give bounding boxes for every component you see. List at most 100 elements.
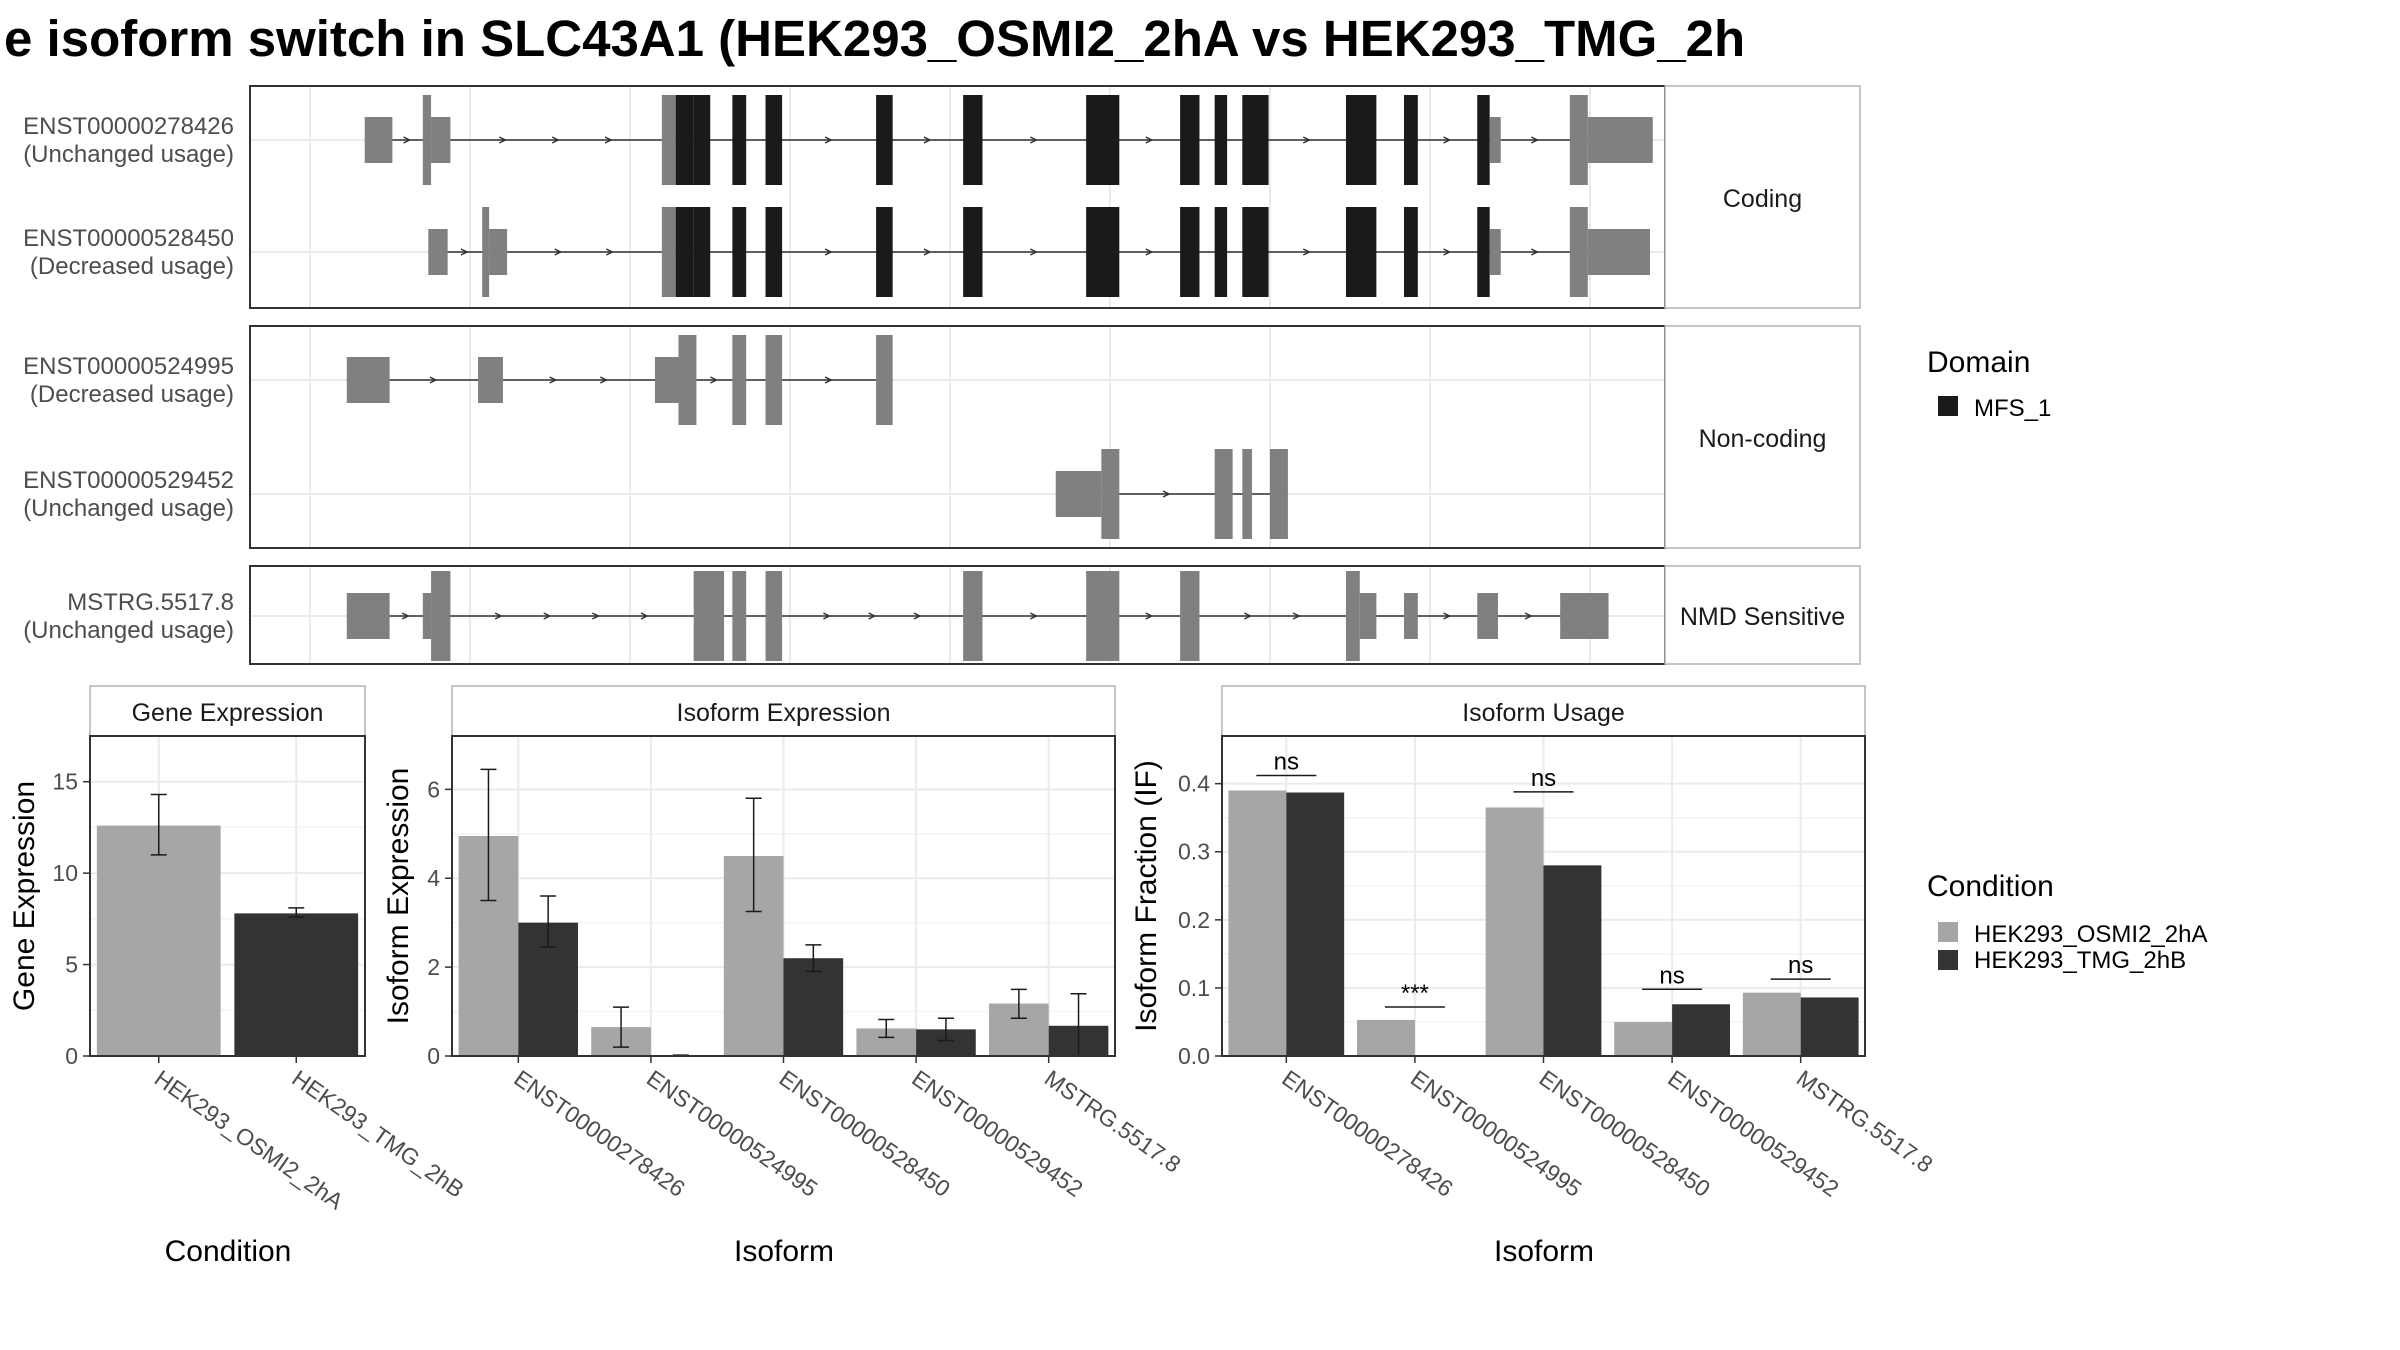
intron-arrow [401,612,410,620]
exon [1569,95,1588,185]
figure-title: e isoform switch in SLC43A1 (HEK293_OSMI… [4,10,1745,67]
domain-exon [1214,207,1228,297]
transcript-usage: (Unchanged usage) [23,617,234,644]
exon [654,357,679,403]
exon [693,571,725,661]
exon [1477,593,1498,639]
domain-exon [876,95,893,185]
intron-arrow [1443,136,1452,144]
condition-legend-title: Condition [1927,870,2054,903]
intron-arrow [1302,136,1311,144]
domain-legend-label: MFS_1 [1974,395,2051,422]
exon [732,571,747,661]
domain-exon [1345,207,1377,297]
y-axis-title: Isoform Expression [382,768,415,1025]
exon [1560,593,1609,639]
intron-arrow [1443,248,1452,256]
domain-exon [1086,207,1120,297]
facet-strip [1221,685,1866,737]
bar [96,825,221,1056]
intron-arrow [868,612,877,620]
exon [1242,449,1252,539]
intron-arrow [923,136,932,144]
intron-arrow [460,248,469,256]
exon [346,593,390,639]
transcript-id: ENST00000528450 [23,225,234,252]
bar [1357,1019,1415,1056]
bar-charts: Gene Expression051015HEK293_OSMI2_2hAHEK… [8,685,1938,1268]
bar [1485,807,1544,1056]
exon [1345,571,1360,661]
intron-arrow [498,136,507,144]
exon [364,117,393,163]
intron-arrow [1243,612,1252,620]
domain-exon [675,207,694,297]
y-tick-label: 15 [52,769,78,795]
intron-arrow [1145,612,1154,620]
y-tick-label: 5 [65,952,78,978]
intron-arrow [640,612,649,620]
domain-legend-title: Domain [1927,346,2030,379]
transcript-usage: (Decreased usage) [30,253,234,280]
structure-strip [1664,85,1861,309]
transcript-id: MSTRG.5517.8 [67,589,234,616]
domain-exon [693,95,711,185]
domain-exon [1214,95,1228,185]
intron-arrow [1302,248,1311,256]
significance-label: ns [1274,748,1299,775]
exon [1086,571,1120,661]
exon [678,335,697,425]
significance-label: ns [1659,962,1684,989]
intron-arrow [599,376,608,384]
domain-exon [765,95,783,185]
facet-strip-title: Isoform Usage [1462,699,1625,727]
exon [478,357,503,403]
y-tick-label: 0.4 [1178,771,1210,797]
intron-arrow [1145,248,1154,256]
exon [1055,471,1102,517]
domain-exon [1180,95,1200,185]
y-tick-label: 2 [427,954,440,980]
domain-exon [876,207,893,297]
transcript-label: MSTRG.5517.8 (Unchanged usage) [23,589,234,644]
exon [422,593,432,639]
intron-arrow [551,136,560,144]
domain-exon [693,207,711,297]
x-axis-title: Condition [165,1235,292,1268]
exon [1269,449,1288,539]
intron-arrow [1029,612,1038,620]
condition-legend-key [1938,922,1958,942]
transcript-label: ENST00000529452 (Unchanged usage) [23,467,234,522]
intron-arrow [604,136,613,144]
intron-arrow [1292,612,1301,620]
exon [661,207,676,297]
intron-arrow [824,376,833,384]
condition-legend-label: HEK293_OSMI2_2hA [1974,921,2207,948]
significance-label: *** [1401,980,1429,1007]
intron-arrow [1029,136,1038,144]
intron-arrow [1530,136,1539,144]
exon [422,95,432,185]
bar [783,958,844,1056]
exon [732,335,747,425]
structure-strip [1664,325,1861,549]
domain-exon [963,207,983,297]
transcript-usage: (Unchanged usage) [23,141,234,168]
exon [431,117,451,163]
exon [1404,593,1418,639]
domain-exon [1404,207,1418,297]
domain-exon [1242,95,1269,185]
intron-arrow [494,612,503,620]
intron-arrow [554,248,563,256]
x-axis-title: Isoform [1494,1235,1594,1268]
condition-legend-label: HEK293_TMG_2hB [1974,947,2186,974]
domain-exon [1345,95,1377,185]
intron-arrow [543,612,552,620]
intron-arrow [824,248,833,256]
exon [1489,229,1501,275]
bar [234,913,359,1056]
domain-exon [1180,207,1200,297]
y-tick-label: 0 [65,1043,78,1069]
